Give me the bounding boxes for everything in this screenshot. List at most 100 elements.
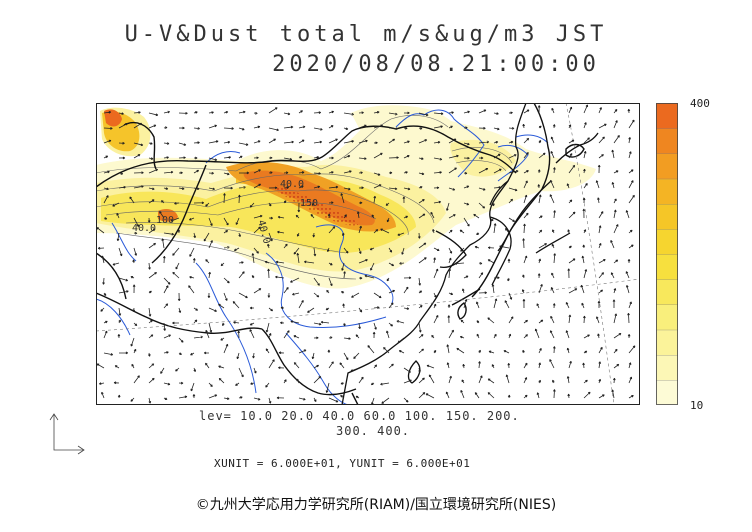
wind-vector <box>448 214 456 219</box>
wind-vector <box>283 287 289 294</box>
wind-vector <box>625 271 630 279</box>
wind-vector <box>373 172 381 176</box>
wind-vector <box>478 168 489 174</box>
wind-vector <box>473 213 480 219</box>
wind-vector <box>534 328 540 339</box>
wind-vector <box>218 303 225 309</box>
wind-vector <box>522 238 525 249</box>
wind-vector <box>613 259 619 264</box>
wind-vector <box>597 333 600 339</box>
wind-vector <box>208 307 217 312</box>
wind-vector <box>343 337 351 340</box>
dust-map-plot: 40.0 150 40.0 100 40.0 <box>96 103 640 405</box>
wind-vector <box>566 376 570 384</box>
xunit-label: XUNIT = 6.000E+01, <box>214 457 343 470</box>
wind-vector <box>538 229 543 234</box>
wind-vector <box>476 320 480 324</box>
wind-vector <box>325 382 330 393</box>
wind-vector <box>460 389 465 399</box>
wind-vector <box>293 362 300 369</box>
wind-vector <box>172 321 180 325</box>
wind-vector <box>236 352 240 360</box>
wind-vector <box>223 156 232 159</box>
wind-vector <box>222 322 225 326</box>
wind-vector <box>130 276 135 279</box>
wind-vector <box>463 110 470 114</box>
wind-vector <box>523 212 529 219</box>
wind-vector <box>275 275 285 279</box>
wind-vector <box>553 389 556 399</box>
wind-vector <box>459 335 465 339</box>
wind-vector <box>425 393 435 399</box>
wind-vector <box>148 112 159 117</box>
wind-vector <box>568 199 573 204</box>
wind-vector <box>388 171 393 175</box>
wind-vector <box>598 394 605 399</box>
wind-vector <box>267 243 270 249</box>
wind-vector <box>568 106 573 114</box>
wind-vector <box>298 349 307 354</box>
wind-vector <box>373 322 377 330</box>
wind-vector <box>418 127 423 130</box>
wind-vector <box>613 135 620 144</box>
wind-vector <box>238 127 245 131</box>
wind-vector <box>118 351 129 355</box>
wind-vector <box>358 276 363 280</box>
wind-vector <box>523 152 529 159</box>
wind-vector <box>402 196 406 204</box>
wind-vector <box>249 322 255 326</box>
wind-vector <box>343 140 354 144</box>
wind-vector <box>552 303 556 309</box>
wind-vector <box>430 211 435 219</box>
wind-vector <box>538 379 541 384</box>
wind-vector <box>133 348 137 354</box>
wind-vector <box>208 187 216 191</box>
wind-vector <box>343 214 347 219</box>
wind-vector <box>133 247 138 256</box>
wind-vector <box>117 394 121 399</box>
wind-vector <box>253 111 258 115</box>
wind-vector <box>298 139 305 144</box>
wind-vector <box>203 351 210 355</box>
wind-vector <box>613 363 620 369</box>
color-bar-step <box>656 228 678 255</box>
wind-vector <box>238 155 243 159</box>
wind-vector <box>418 334 424 339</box>
wind-vector <box>459 229 465 234</box>
wind-vector <box>388 247 393 253</box>
wind-vector <box>582 244 586 249</box>
wind-vector <box>381 397 390 404</box>
wind-vector <box>130 337 135 347</box>
wind-vector <box>220 337 225 341</box>
wind-vector <box>233 247 240 251</box>
wind-vector <box>163 322 167 331</box>
wind-vector <box>401 247 405 255</box>
wind-vector <box>253 183 262 189</box>
wind-vector <box>386 277 390 282</box>
wind-vector <box>537 273 541 279</box>
wind-vector <box>568 124 572 129</box>
wind-vector <box>628 376 633 384</box>
wind-vector <box>373 292 382 299</box>
wind-vector <box>133 185 144 189</box>
wind-vector <box>238 194 241 204</box>
wind-vector <box>178 156 186 160</box>
color-bar-step <box>656 354 678 381</box>
wind-vector <box>491 364 495 369</box>
wind-vector <box>426 364 435 369</box>
wind-vector <box>613 288 617 294</box>
wind-vector <box>343 127 349 130</box>
wind-vector <box>205 362 210 369</box>
wind-vector <box>397 232 405 236</box>
wind-vector <box>148 242 156 249</box>
wind-vector <box>583 183 588 189</box>
wind-vector <box>536 392 540 399</box>
wind-vector <box>612 299 616 309</box>
wind-vector <box>388 363 394 369</box>
wind-vector <box>265 382 270 388</box>
wind-vector <box>208 111 214 114</box>
wind-vector <box>568 211 576 219</box>
wind-vector <box>220 262 225 267</box>
wind-vector <box>268 127 279 132</box>
wind-vector <box>147 217 151 223</box>
